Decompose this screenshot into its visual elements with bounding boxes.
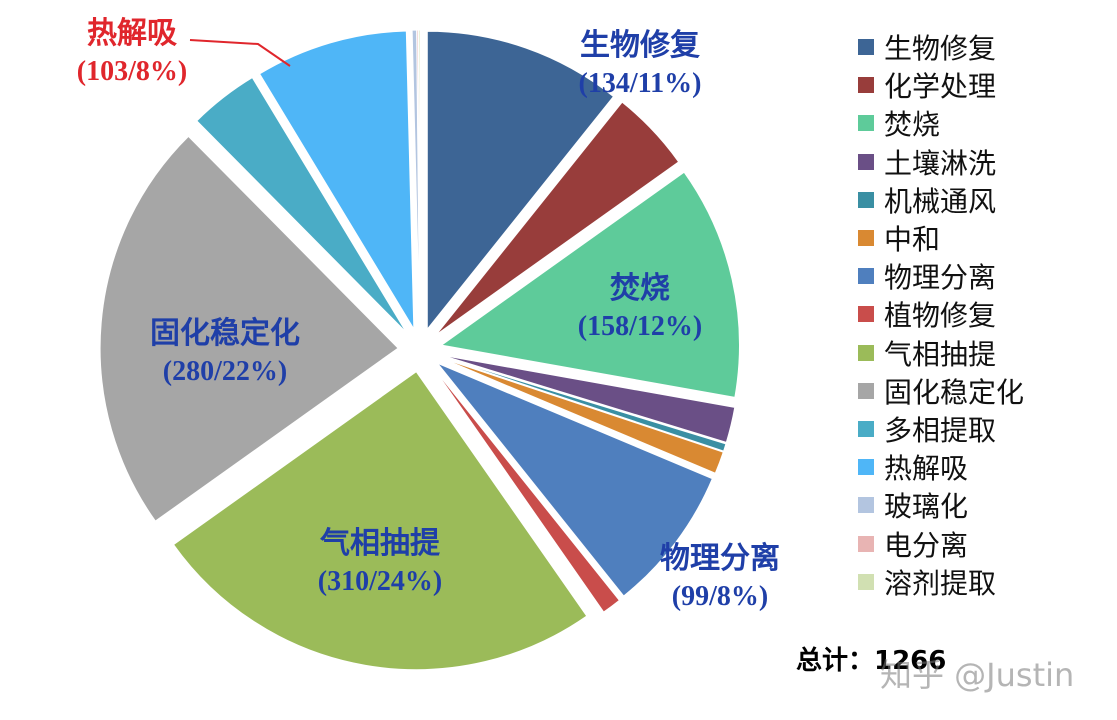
legend-item-10: 固化稳定化 bbox=[858, 372, 1108, 410]
legend-swatch bbox=[858, 77, 874, 94]
legend-swatch bbox=[858, 230, 874, 247]
pie-slice-11 bbox=[196, 76, 407, 333]
legend-swatch bbox=[858, 153, 874, 170]
pie-slice-5 bbox=[440, 356, 727, 452]
legend-label: 玻璃化 bbox=[884, 490, 969, 524]
pie-labels: 生物修复 (134/11%) 焚烧 (158/12%) 物理分离 (99/8%) 气相抽提 (… bbox=[77, 17, 780, 612]
legend-item-15: 溶剂提取 bbox=[858, 563, 1108, 601]
legend-label: 化学处理 bbox=[884, 70, 997, 104]
legend-swatch bbox=[858, 39, 874, 56]
legend-swatch bbox=[858, 191, 874, 208]
legend-label: 机械通风 bbox=[884, 184, 997, 218]
legend-label: 固化稳定化 bbox=[884, 375, 1025, 409]
legend-label: 土壤淋洗 bbox=[884, 146, 997, 180]
legend-swatch bbox=[858, 382, 874, 399]
pie-slice-1 bbox=[426, 30, 615, 331]
legend-label: 生物修复 bbox=[884, 32, 997, 66]
pie-slice-3 bbox=[440, 171, 740, 398]
slice-label-10: 固化稳定化 bbox=[150, 316, 300, 350]
legend-swatch bbox=[858, 268, 874, 285]
slice-value-label-7: (99/8%) bbox=[672, 581, 768, 612]
legend-item-8: 植物修复 bbox=[858, 295, 1108, 333]
slice-value-label-10: (280/22%) bbox=[163, 356, 287, 387]
slice-label-12: 热解吸 bbox=[87, 17, 177, 50]
legend-label: 中和 bbox=[884, 223, 941, 257]
legend-item-6: 中和 bbox=[858, 219, 1108, 257]
legend-item-2: 化学处理 bbox=[858, 66, 1108, 104]
slice-value-label-3: (158/12%) bbox=[578, 311, 702, 342]
legend-item-5: 机械通风 bbox=[858, 181, 1108, 219]
legend-swatch bbox=[858, 306, 874, 323]
legend-item-1: 生物修复 bbox=[858, 28, 1108, 66]
legend-swatch bbox=[858, 573, 874, 590]
legend-item-11: 多相提取 bbox=[858, 410, 1108, 448]
pie-slice-4 bbox=[441, 354, 736, 444]
legend-label: 气相抽提 bbox=[884, 337, 997, 371]
legend-label: 焚烧 bbox=[884, 108, 941, 142]
legend-item-12: 热解吸 bbox=[858, 448, 1108, 486]
chart-legend: 生物修复化学处理焚烧土壤淋洗机械通风中和物理分离植物修复气相抽提固化稳定化多相提… bbox=[858, 28, 1108, 601]
slice-label-1: 生物修复 bbox=[580, 29, 700, 62]
legend-item-4: 土壤淋洗 bbox=[858, 143, 1108, 181]
legend-label: 电分离 bbox=[884, 528, 969, 562]
pie-slice-12 bbox=[258, 30, 415, 331]
slice-label-9: 气相抽提 bbox=[320, 527, 441, 560]
legend-item-3: 焚烧 bbox=[858, 104, 1108, 142]
legend-item-13: 玻璃化 bbox=[858, 486, 1108, 524]
watermark-text: 知乎 @Justin bbox=[880, 656, 1075, 694]
slice-value-label-1: (134/11%) bbox=[579, 68, 702, 99]
pie-slice-2 bbox=[435, 101, 680, 336]
legend-label: 热解吸 bbox=[884, 452, 969, 486]
legend-swatch bbox=[858, 459, 874, 476]
pie-slice-8 bbox=[432, 367, 621, 613]
legend-item-9: 气相抽提 bbox=[858, 334, 1108, 372]
legend-label: 物理分离 bbox=[884, 261, 997, 295]
legend-swatch bbox=[858, 344, 874, 361]
legend-label: 植物修复 bbox=[884, 299, 997, 333]
slice-label-7: 物理分离 bbox=[660, 542, 780, 575]
legend-swatch bbox=[858, 115, 874, 132]
legend-swatch bbox=[858, 420, 874, 437]
pie-slices bbox=[99, 29, 740, 671]
legend-swatch bbox=[858, 497, 874, 514]
slice-value-label-12: (103/8%) bbox=[77, 56, 187, 87]
slice-label-3: 焚烧 bbox=[610, 272, 670, 305]
leader-line bbox=[189, 39, 291, 67]
legend-swatch bbox=[858, 535, 874, 552]
legend-item-14: 电分离 bbox=[858, 524, 1108, 562]
pie-slice-9 bbox=[172, 370, 588, 671]
legend-item-7: 物理分离 bbox=[858, 257, 1108, 295]
pie-slice-15 bbox=[417, 29, 421, 329]
pie-slice-10 bbox=[99, 135, 399, 522]
legend-label: 溶剂提取 bbox=[884, 566, 997, 600]
legend-label: 多相提取 bbox=[884, 413, 997, 447]
pie-slice-6 bbox=[440, 357, 724, 474]
slice-value-label-9: (310/24%) bbox=[318, 566, 442, 597]
pie-slice-7 bbox=[437, 362, 713, 597]
total-label: 总计：1266 bbox=[796, 646, 947, 676]
